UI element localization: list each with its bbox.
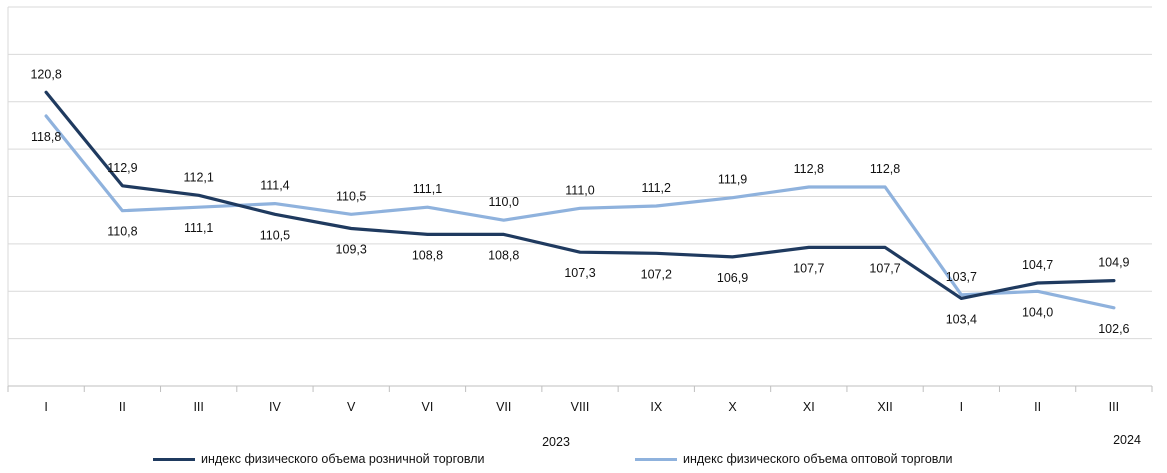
x-tick-label: II (1034, 400, 1041, 414)
data-label-wholesale: 118,8 (31, 130, 61, 144)
data-label-retail: 104,7 (1022, 258, 1053, 272)
data-label-wholesale: 111,1 (413, 182, 442, 196)
data-label-wholesale: 111,4 (260, 179, 289, 193)
x-tick-label: IV (269, 400, 281, 414)
x-tick-label: VIII (571, 400, 590, 414)
data-label-wholesale: 112,8 (870, 162, 900, 176)
data-label-retail: 112,1 (183, 170, 213, 184)
data-label-retail: 120,8 (30, 67, 61, 81)
data-label-wholesale: 103,7 (946, 270, 977, 284)
x-tick-labels: I II III IV V VI VII VIII IX X XI XII I II III (44, 400, 1119, 414)
data-label-retail: 107,3 (564, 266, 595, 280)
legend-label-retail: индекс физического объема розничной торг… (201, 452, 484, 466)
year-label-2024: 2024 (1113, 433, 1141, 447)
legend-item-retail: индекс физического объема розничной торг… (153, 452, 484, 466)
data-label-retail: 110,5 (260, 228, 290, 242)
x-axis (8, 386, 1152, 392)
data-label-retail: 107,7 (869, 261, 900, 275)
data-label-retail: 106,9 (717, 271, 748, 285)
data-label-wholesale: 104,0 (1022, 305, 1053, 319)
x-tick-label: II (119, 400, 126, 414)
x-tick-label: XII (877, 400, 892, 414)
data-label-wholesale: 111,0 (565, 183, 594, 197)
data-label-wholesale: 111,9 (718, 173, 747, 187)
x-tick-label: X (728, 400, 737, 414)
data-label-retail: 107,7 (793, 261, 824, 275)
data-label-wholesale: 112,8 (794, 162, 824, 176)
legend-item-wholesale: индекс физического объема оптовой торгов… (635, 452, 952, 466)
data-label-wholesale: 110,5 (336, 189, 366, 203)
data-label-retail: 103,4 (946, 312, 977, 326)
legend-swatch-wholesale (635, 458, 677, 461)
x-tick-label: IX (650, 400, 662, 414)
x-tick-label: XI (803, 400, 815, 414)
legend-label-wholesale: индекс физического объема оптовой торгов… (683, 452, 952, 466)
data-label-retail: 112,9 (107, 161, 137, 175)
year-label-2023: 2023 (542, 435, 570, 449)
x-tick-label: VI (422, 400, 434, 414)
data-label-wholesale: 111,1 (184, 221, 213, 235)
data-label-retail: 109,3 (336, 242, 367, 256)
data-label-wholesale: 111,2 (642, 181, 671, 195)
data-label-wholesale: 110,0 (489, 195, 519, 209)
data-label-retail: 104,9 (1098, 256, 1129, 270)
x-tick-label: III (1109, 400, 1119, 414)
x-tick-label: VII (496, 400, 511, 414)
x-tick-label: I (960, 400, 963, 414)
data-label-retail: 108,8 (488, 248, 519, 262)
data-label-retail: 108,8 (412, 248, 443, 262)
x-tick-label: III (193, 400, 203, 414)
x-tick-label: I (44, 400, 47, 414)
legend-swatch-retail (153, 458, 195, 461)
legend: индекс физического объема розничной торг… (0, 452, 1167, 470)
x-tick-label: V (347, 400, 356, 414)
data-label-retail: 107,2 (641, 267, 672, 281)
data-label-wholesale: 110,8 (107, 225, 137, 239)
data-label-wholesale: 102,6 (1098, 322, 1129, 336)
